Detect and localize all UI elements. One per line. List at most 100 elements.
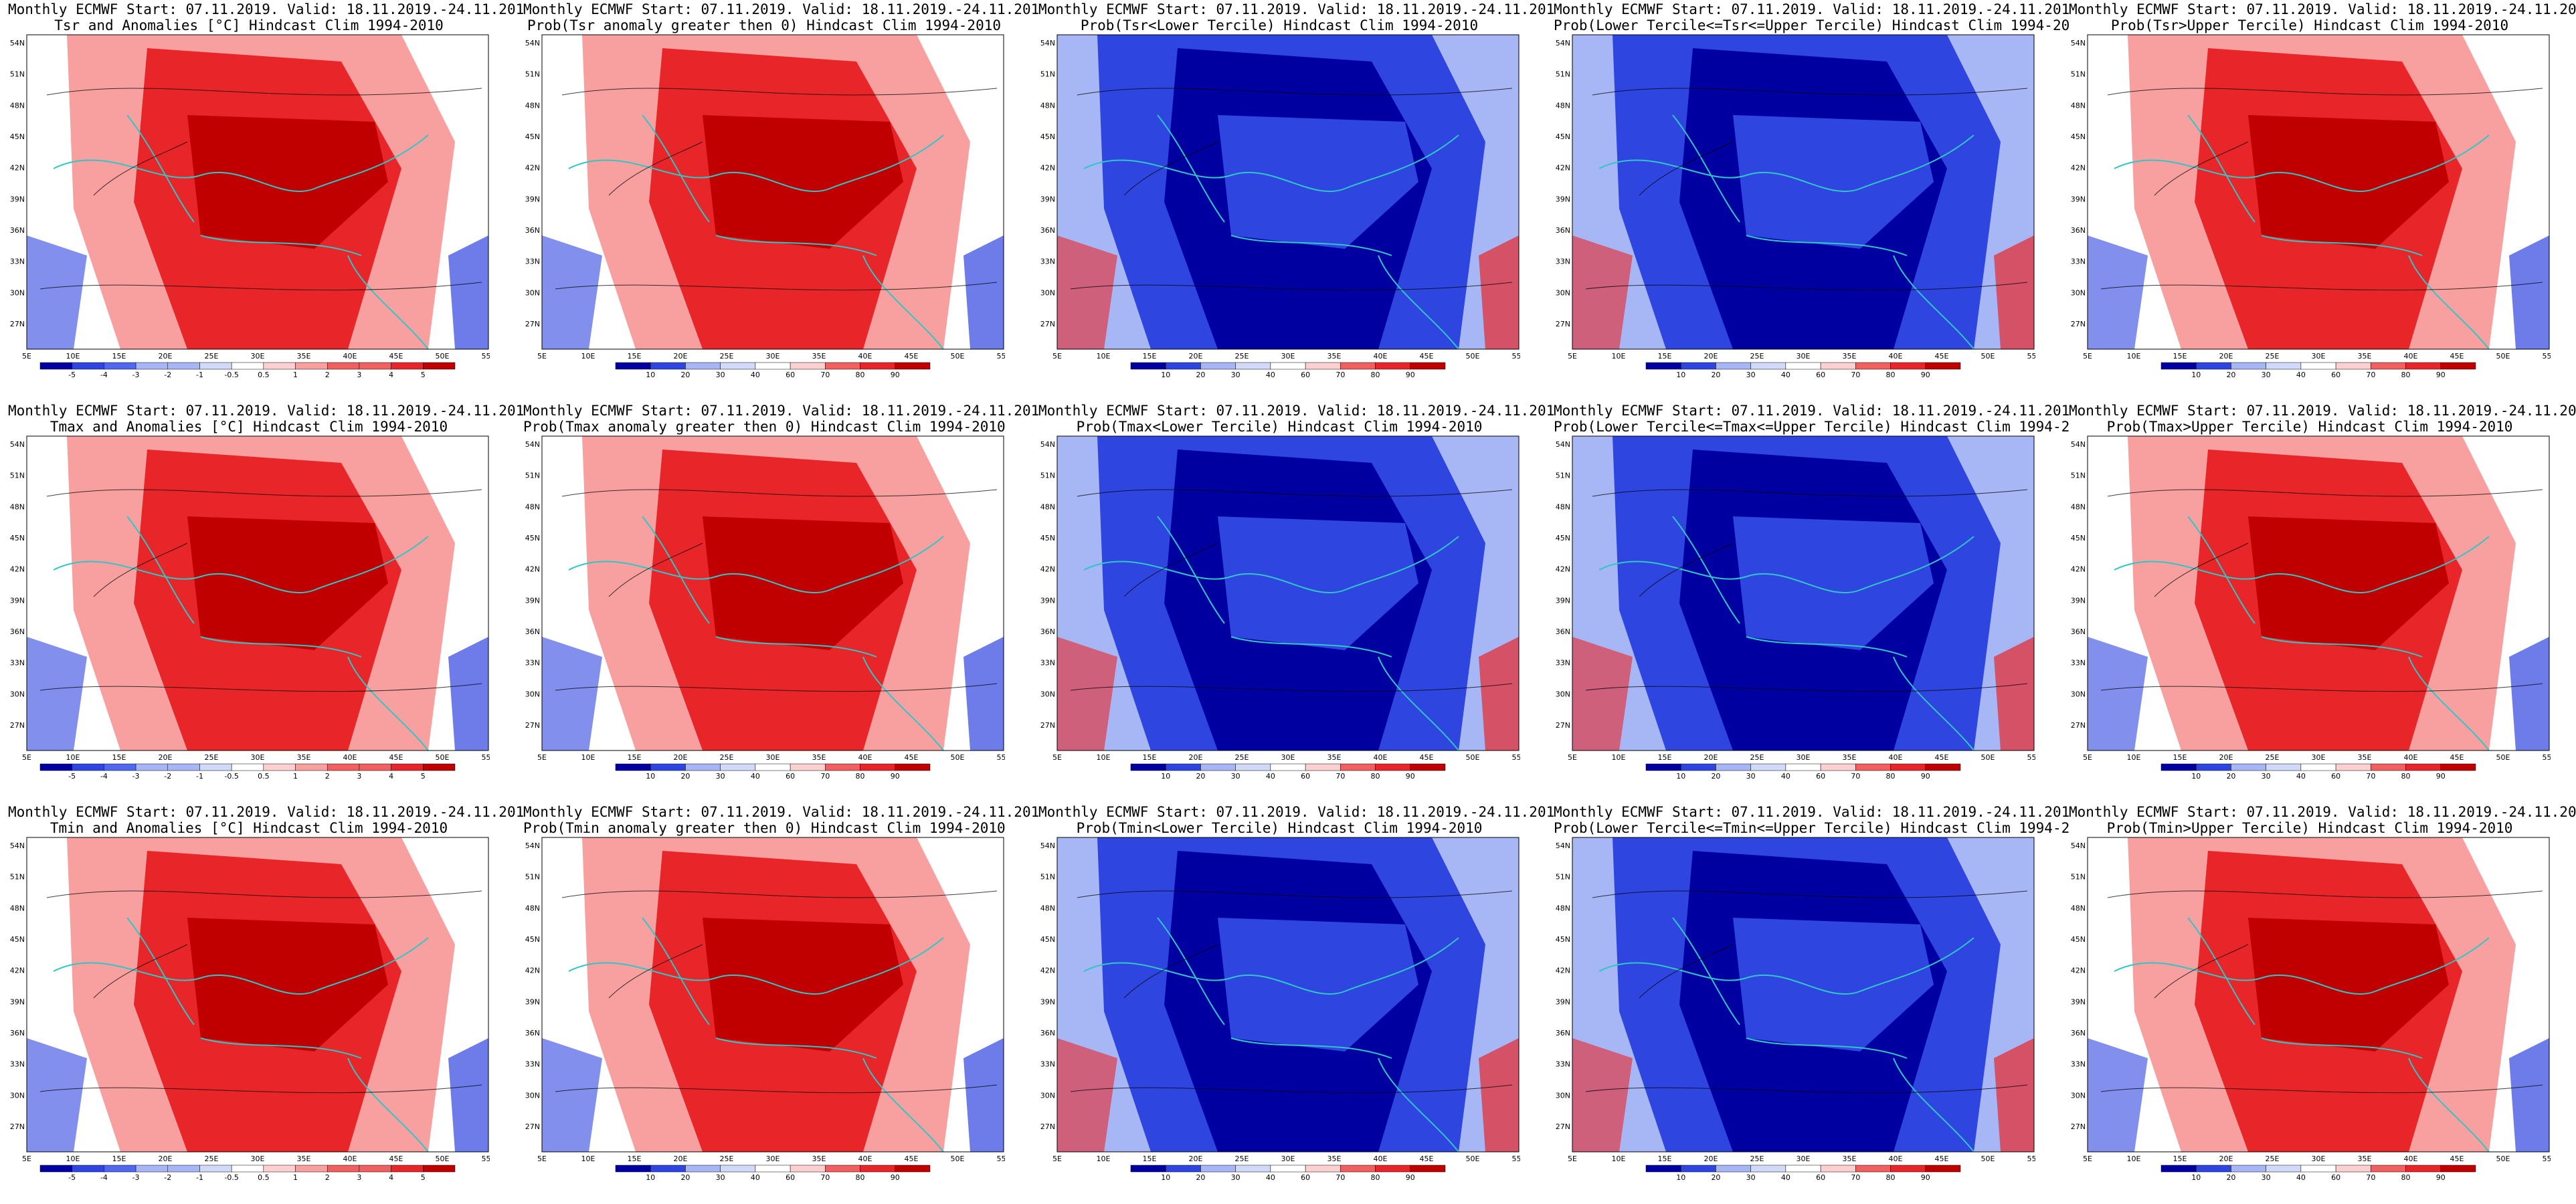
lat-tick-label: 45N [10,935,25,944]
field-opposite-east [1479,1038,1519,1152]
colorbar-swatch [2195,1165,2231,1173]
lat-tick-label: 45N [1556,935,1570,944]
lat-tick-label: 39N [2071,596,2086,605]
field-intense [187,516,388,650]
lon-tick-label: 15E [1658,753,1672,762]
lat-tick-label: 42N [1040,967,1055,975]
coastlines [1083,516,1459,751]
lat-tick-label: 42N [2071,164,2086,173]
lon-tick-label: 40E [1889,352,1903,361]
lon-tick-label: 40E [1889,1155,1903,1163]
coastlines [2114,114,2490,350]
colorbar-swatch [1375,763,1411,771]
lon-tick-label: 40E [1374,352,1388,361]
lon-tick-label: 25E [205,753,219,762]
colorbar-label: 4 [389,1173,393,1182]
colorbar-label: 5 [421,1173,426,1182]
lat-tick-label: 33N [1040,1060,1055,1069]
colorbar-swatch [1165,1165,1201,1173]
lat-tick-label: 39N [525,596,540,605]
forecast-panel: Monthly ECMWF Start: 07.11.2019. Valid: … [2069,0,2576,388]
colorbar-swatch [2371,1165,2406,1173]
lon-tick-label: 10E [581,1155,595,1163]
lat-tick-label: 42N [1040,164,1055,173]
colorbar-swatch [263,763,296,771]
lon-tick-label: 50E [1981,352,1995,361]
lon-tick-label: 40E [2404,753,2418,762]
colorbar-swatch [359,362,391,370]
colorbar-label: 60 [1301,772,1310,781]
colorbar-swatch [1645,362,1681,370]
lon-tick-label: 40E [343,352,357,361]
coastlines [1598,114,1974,350]
lat-tick-label: 30N [10,690,25,698]
colorbar-label: -2 [164,772,171,781]
colorbar-swatch [2405,763,2442,771]
colorbar-label: 5 [421,772,426,781]
lon-tick-label: 25E [2266,352,2280,361]
colorbar-label: 60 [1301,371,1310,379]
lon-tick-label: 10E [1612,352,1626,361]
lon-tick-label: 30E [1797,352,1811,361]
lon-tick-label: 45E [905,1155,919,1163]
colorbar-label: 10 [1676,1173,1685,1182]
colorbar-label: 1 [293,772,298,781]
colorbar-swatch [685,362,721,370]
colorbar-swatch [135,763,169,771]
colorbar-label: -3 [132,1173,140,1182]
lon-tick-label: 20E [159,1155,173,1163]
colorbar-label: 10 [1161,371,1170,379]
lat-tick-label: 54N [1556,440,1570,449]
colorbar-label: 90 [1406,371,1415,379]
map-figure: 5E 10E 15E 20E 25E 30E 35E 40E 45E 50E 55E 54N 51N 48… [1040,837,1520,1182]
colorbar-swatch [1820,763,1856,771]
lat-tick-label: 54N [525,440,540,449]
panel-title: Monthly ECMWF Start: 07.11.2019. Valid: … [1038,1,1572,33]
panel-title: Monthly ECMWF Start: 07.11.2019. Valid: … [1554,403,2095,435]
panel-title-line1: Monthly ECMWF Start: 07.11.2019. Valid: … [2069,403,2576,419]
field-opposite-west [2088,235,2148,349]
field-intense [703,115,903,249]
lon-tick-label: 10E [2127,753,2141,762]
lon-tick-label: 55E [2543,1155,2551,1163]
lon-tick-label: 50E [1981,753,1995,762]
lat-tick-label: 33N [1040,659,1055,668]
map-frame [1056,435,1520,751]
colorbar-label: 80 [1886,371,1896,379]
panel-title-line2: Prob(Tsr<Lower Tercile) Hindcast Clim 19… [1080,17,1479,33]
colorbar-swatch [1130,763,1166,771]
lon-tick-label: 20E [2219,753,2233,762]
lat-tick-label: 36N [10,226,25,235]
lat-tick-label: 36N [10,627,25,636]
colorbar-label: 30 [716,1173,725,1182]
field-intense [2248,115,2449,249]
map-figure: 5E 10E 15E 20E 25E 30E 35E 40E 45E 50E 55E 54N 51N 48… [525,435,1005,781]
colorbar-label: 0.5 [258,1173,270,1182]
colorbar-swatch [1340,1165,1376,1173]
colorbar-swatch [685,763,721,771]
colorbar-label: 40 [1266,1173,1275,1182]
lat-tick-label: 30N [2071,690,2086,698]
field-opposite-west [1572,637,1633,750]
lat-tick-label: 51N [525,873,540,882]
lon-tick-label: 25E [720,753,734,762]
colorbar-label: 70 [2366,371,2375,379]
lon-tick-label: 55E [482,352,490,361]
field-opposite-east [1994,1038,2034,1152]
lon-tick-label: 50E [1466,1155,1480,1163]
field-opposite-west [27,1038,87,1152]
lon-tick-label: 35E [297,753,311,762]
lat-tick-label: 45N [525,132,540,141]
lon-tick-label: 30E [1281,352,1295,361]
contour-lines [1070,890,1513,1094]
lon-tick-label: 25E [1750,1155,1764,1163]
lon-tick-label: 25E [1235,1155,1249,1163]
colorbar-label: 10 [2191,772,2201,781]
lat-tick-label: 45N [2071,132,2086,141]
colorbar-label: 80 [1371,772,1380,781]
lon-tick-label: 5E [1568,352,1577,361]
colorbar-swatch [359,1165,391,1173]
colorbar-swatch [895,763,931,771]
colorbar-swatch [2335,1165,2371,1173]
lat-tick-label: 30N [1556,288,1570,297]
